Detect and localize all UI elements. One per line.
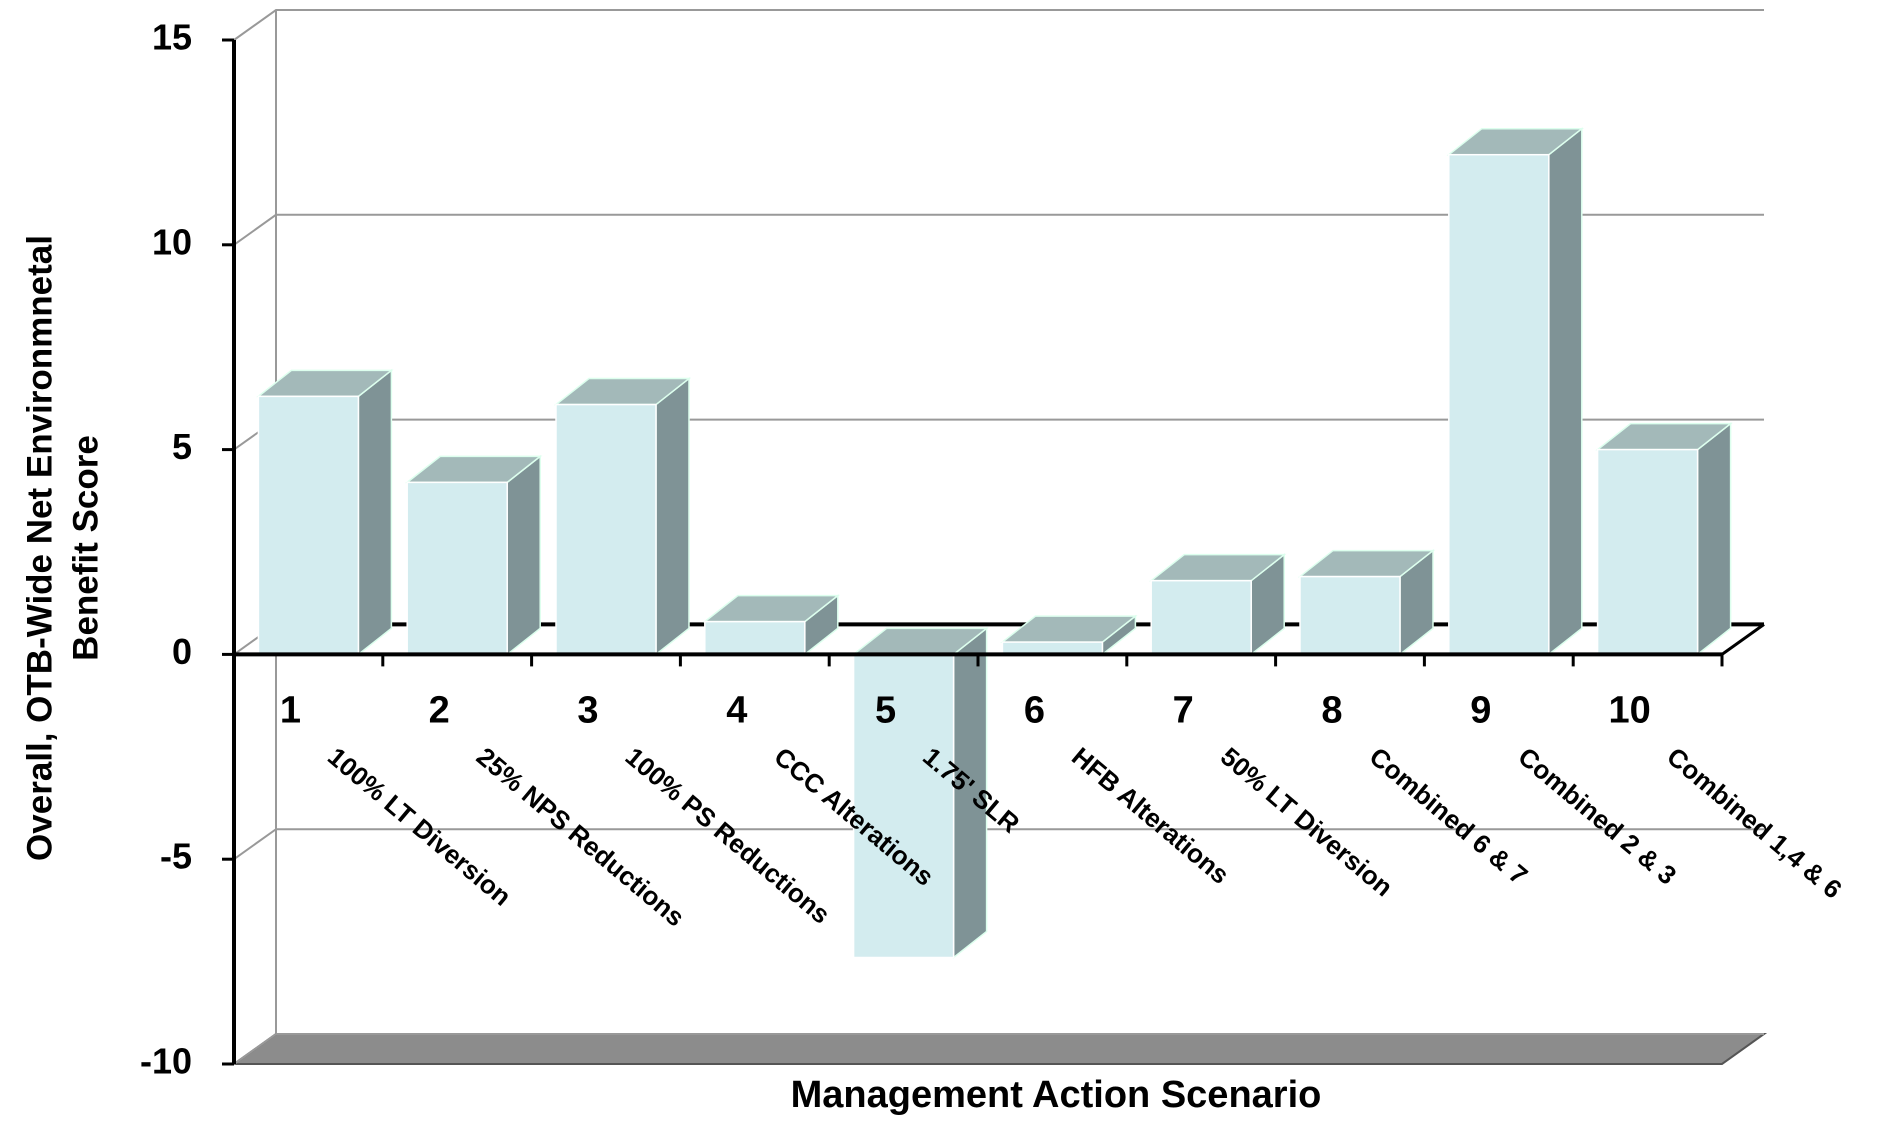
bar-front xyxy=(406,481,508,656)
x-tick-label: 2 xyxy=(429,689,450,731)
grid-line xyxy=(233,828,1764,861)
grid-line xyxy=(233,9,1764,41)
bar xyxy=(553,376,692,656)
bar xyxy=(405,454,543,656)
x-tick-label: 7 xyxy=(1173,689,1194,731)
bar-side xyxy=(1548,127,1583,656)
y-tick-label: 10 xyxy=(152,221,192,262)
x-tick-label: 9 xyxy=(1470,689,1491,731)
y-axis-label: Benefit Score xyxy=(66,435,105,661)
scenario-description: HFB Alterations xyxy=(1066,741,1235,890)
bar xyxy=(1595,422,1733,656)
floor xyxy=(230,1033,1768,1065)
bar-front xyxy=(1448,153,1550,656)
bar-front xyxy=(257,395,360,656)
y-tick-label: 5 xyxy=(172,426,192,467)
bar xyxy=(702,594,840,656)
x-tick-label: 8 xyxy=(1321,689,1342,731)
y-tick-label: -5 xyxy=(160,836,192,877)
y-tick-label: 0 xyxy=(172,631,192,672)
bar-side xyxy=(357,368,393,656)
x-tick-label: 10 xyxy=(1608,689,1650,731)
bar xyxy=(256,368,394,656)
bar-front xyxy=(1150,579,1252,656)
scenario-description: Combined 2 & 3 xyxy=(1513,741,1683,890)
bar-front xyxy=(555,403,657,656)
y-tick-label: -10 xyxy=(140,1041,192,1082)
x-tick-label: 6 xyxy=(1024,689,1045,731)
bar xyxy=(1446,127,1584,656)
bar-front xyxy=(1596,448,1699,656)
bar xyxy=(1297,549,1436,656)
bar-side xyxy=(506,454,541,656)
x-tick-label: 3 xyxy=(577,689,598,731)
bar xyxy=(1000,614,1138,656)
x-tick-label: 5 xyxy=(875,689,896,731)
bar xyxy=(1149,553,1287,656)
y-axis-label: Overall, OTB-Wide Net Environmnetal xyxy=(20,235,59,861)
grid-line xyxy=(233,1033,1764,1065)
bar-front xyxy=(704,620,806,656)
grid-line xyxy=(233,213,1764,246)
bar-side xyxy=(1696,422,1732,656)
bar-front xyxy=(852,653,955,959)
zero-side-line xyxy=(1721,623,1765,656)
bar-side xyxy=(655,376,690,656)
bar-front xyxy=(1299,575,1401,656)
scenario-description: Combined 1,4 & 6 xyxy=(1661,741,1847,904)
x-tick-label: 1 xyxy=(280,689,301,731)
y-tick-label: 15 xyxy=(152,17,192,58)
scenario-description: Combined 6 & 7 xyxy=(1364,741,1534,890)
x-tick-label: 4 xyxy=(726,689,747,731)
x-axis-label: Management Action Scenario xyxy=(791,1074,1322,1116)
bar xyxy=(851,626,989,960)
